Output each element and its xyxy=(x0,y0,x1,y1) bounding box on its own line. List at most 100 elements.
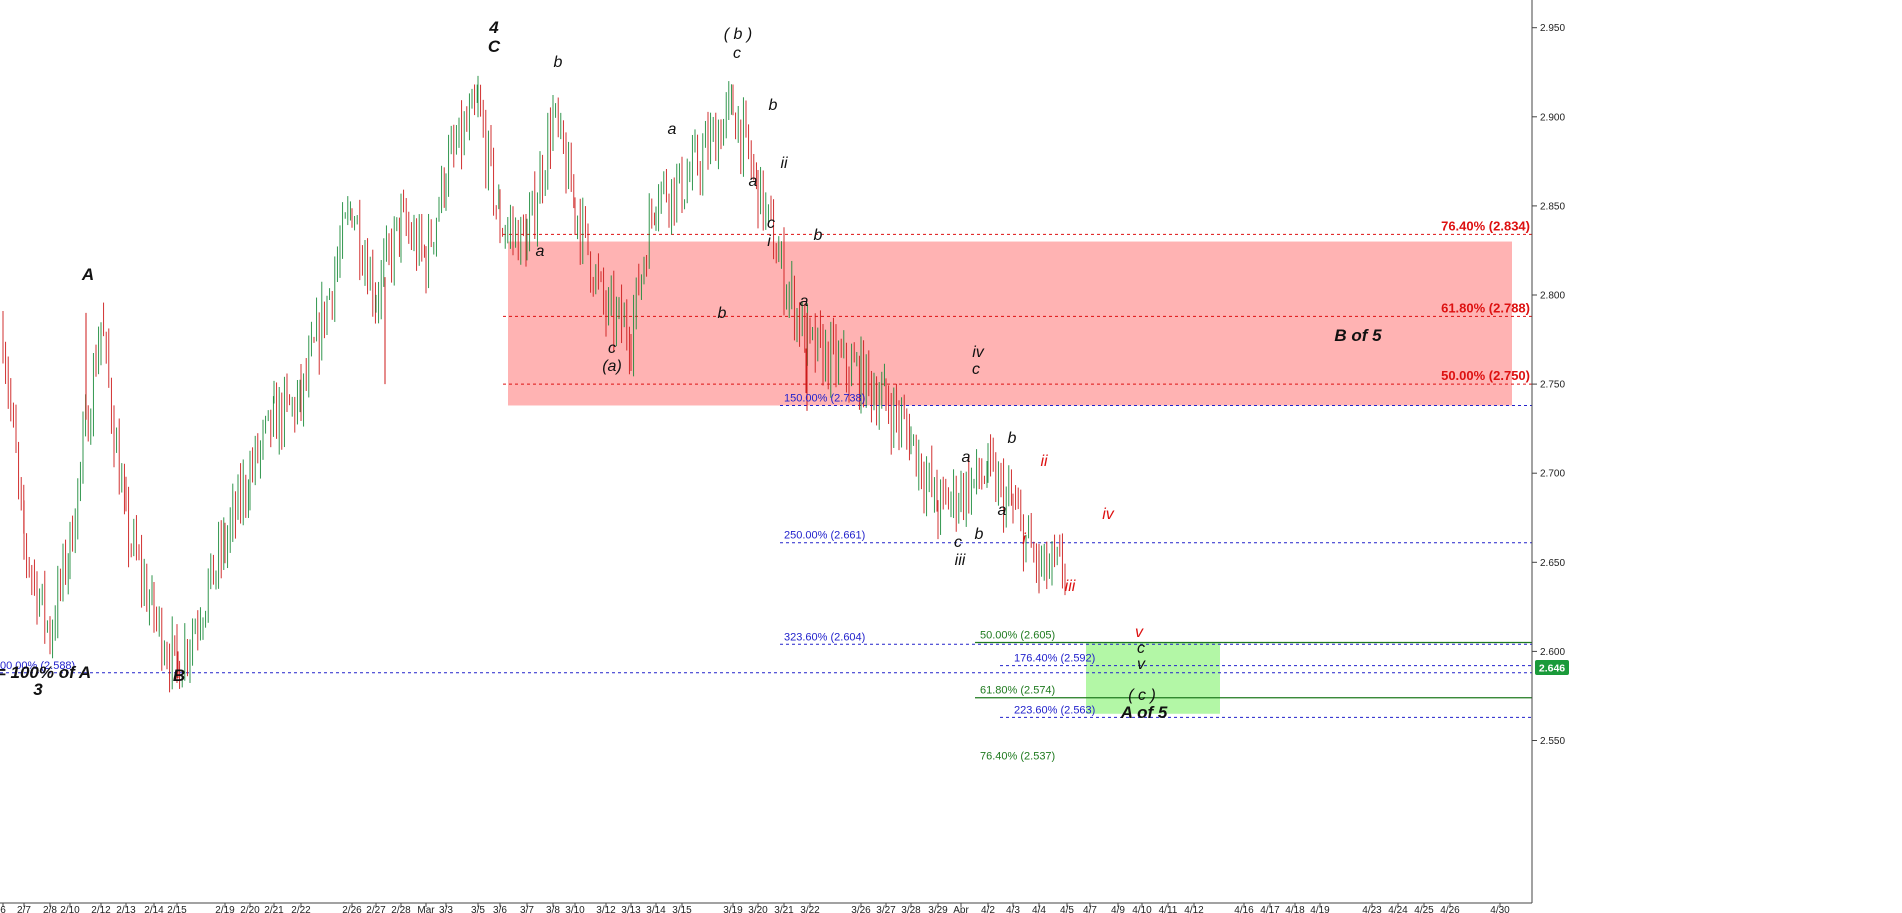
fib-label-2: 50.00% (2.750) xyxy=(1441,368,1530,383)
wave-label-3: B xyxy=(173,666,185,685)
x-tick-label-52: 4/30 xyxy=(1490,905,1510,913)
x-tick-label-34: Apr xyxy=(953,905,969,913)
fib-label-4: 250.00% (2.661) xyxy=(784,530,865,542)
y-tick-label-0: 2.550 xyxy=(1540,736,1565,747)
wave-label-23: b xyxy=(1008,430,1017,447)
x-tick-label-15: Mar xyxy=(417,905,435,913)
x-tick-label-28: 3/21 xyxy=(774,905,794,913)
y-axis: 2.550 2.600 2.650 2.700 2.750 2.800 2.850 2.900… xyxy=(1532,23,1565,747)
zones-layer xyxy=(508,241,1512,714)
x-tick-label-17: 3/5 xyxy=(471,905,485,913)
wave-label-30: i xyxy=(1022,531,1026,548)
x-tick-label-45: 4/17 xyxy=(1260,905,1280,913)
wave-label-1: C = 100% of A xyxy=(0,663,91,682)
fib-label-0: 76.40% (2.834) xyxy=(1441,218,1530,233)
y-tick-label-4: 2.750 xyxy=(1540,380,1565,391)
x-tick-label-20: 3/8 xyxy=(546,905,560,913)
wave-label-12: ( b ) xyxy=(724,26,752,43)
x-tick-label-4: 2/12 xyxy=(91,905,111,913)
wave-label-22: c xyxy=(972,361,980,378)
y-tick-label-2: 2.650 xyxy=(1540,558,1565,569)
fib-label-1: 61.80% (2.788) xyxy=(1441,300,1530,315)
x-tick-label-10: 2/21 xyxy=(264,905,284,913)
x-tick-label-2: 2/8 xyxy=(43,905,57,913)
wave-label-26: c xyxy=(954,534,962,551)
x-tick-label-21: 3/10 xyxy=(565,905,585,913)
wave-label-25: a xyxy=(998,502,1007,519)
x-tick-label-26: 3/19 xyxy=(723,905,743,913)
wave-label-2: 3 xyxy=(33,680,43,699)
x-tick-label-32: 3/28 xyxy=(901,905,921,913)
x-tick-label-14: 2/28 xyxy=(391,905,411,913)
x-tick-label-9: 2/20 xyxy=(240,905,260,913)
x-tick-label-29: 3/22 xyxy=(800,905,820,913)
x-tick-label-41: 4/10 xyxy=(1132,905,1152,913)
x-tick-label-50: 4/25 xyxy=(1414,905,1434,913)
x-tick-label-8: 2/19 xyxy=(215,905,235,913)
last-price-label: 2.646 xyxy=(1539,663,1565,675)
x-tick-label-42: 4/11 xyxy=(1159,905,1178,913)
candles-layer xyxy=(2,75,1066,693)
wave-label-27: iii xyxy=(955,552,966,569)
y-tick-label-6: 2.850 xyxy=(1540,201,1565,212)
y-tick-label-3: 2.700 xyxy=(1540,469,1565,480)
y-tick-label-1: 2.600 xyxy=(1540,647,1565,658)
fib-label-7: 00.00% (2.588) xyxy=(0,660,75,672)
wave-label-5: C xyxy=(488,37,501,56)
wave-label-36: ( c ) xyxy=(1128,687,1156,704)
x-tick-label-22: 3/12 xyxy=(596,905,616,913)
wave-label-19: b xyxy=(814,227,823,244)
wave-label-21: iv xyxy=(972,344,985,361)
fib-label-3: 150.00% (2.738) xyxy=(784,392,865,404)
x-tick-label-11: 2/22 xyxy=(291,905,311,913)
x-tick-label-48: 4/23 xyxy=(1362,905,1382,913)
x-tick-label-44: 4/16 xyxy=(1234,905,1254,913)
zone-1 xyxy=(1086,642,1220,714)
x-tick-label-30: 3/26 xyxy=(851,905,871,913)
x-tick-label-51: 4/26 xyxy=(1440,905,1460,913)
wave-label-17: c xyxy=(767,215,775,232)
x-tick-label-49: 4/24 xyxy=(1388,905,1408,913)
fib-lines-layer xyxy=(0,233,1532,718)
x-tick-label-27: 3/20 xyxy=(748,905,768,913)
x-tick-label-36: 4/3 xyxy=(1006,905,1020,913)
wave-label-10: a xyxy=(668,121,677,138)
x-tick-label-25: 3/15 xyxy=(672,905,692,913)
wave-label-20: a xyxy=(800,293,809,310)
wave-label-8: c xyxy=(608,340,616,357)
x-tick-label-19: 3/7 xyxy=(520,905,534,913)
fib-label-11: 76.40% (2.537) xyxy=(980,751,1055,763)
x-tick-label-5: 2/13 xyxy=(116,905,136,913)
x-tick-label-33: 3/29 xyxy=(928,905,948,913)
wave-label-29: ii xyxy=(1040,453,1048,470)
wave-label-18: i xyxy=(767,233,771,250)
y-tick-label-8: 2.950 xyxy=(1540,23,1565,34)
x-tick-label-16: 3/3 xyxy=(439,905,453,913)
wave-label-24: a xyxy=(962,449,971,466)
x-tick-label-37: 4/4 xyxy=(1032,905,1046,913)
wave-label-38: B of 5 xyxy=(1334,326,1382,345)
x-tick-label-46: 4/18 xyxy=(1285,905,1305,913)
x-tick-label-35: 4/2 xyxy=(981,905,995,913)
fib-label-5: 323.60% (2.604) xyxy=(784,631,865,643)
wave-label-37: A of 5 xyxy=(1120,703,1168,722)
fib-labels-layer: 76.40% (2.834) 61.80% (2.788) 50.00% (2.75… xyxy=(0,218,1530,762)
fib-label-8: 223.60% (2.563) xyxy=(1014,704,1095,716)
y-tick-label-7: 2.900 xyxy=(1540,112,1565,123)
x-tick-label-24: 3/14 xyxy=(646,905,666,913)
wave-label-32: iv xyxy=(1102,506,1115,523)
x-tick-label-12: 2/26 xyxy=(342,905,362,913)
x-tick-label-6: 2/14 xyxy=(144,905,164,913)
wave-label-14: b xyxy=(769,97,778,114)
x-tick-label-38: 4/5 xyxy=(1060,905,1074,913)
x-tick-label-23: 3/13 xyxy=(621,905,641,913)
x-tick-label-43: 4/12 xyxy=(1184,905,1204,913)
wave-label-9: (a) xyxy=(602,358,622,375)
last-price-box xyxy=(1535,660,1569,675)
x-tick-label-39: 4/7 xyxy=(1083,905,1097,913)
wave-label-28: b xyxy=(975,526,984,543)
wave-label-4: 4 xyxy=(488,18,499,37)
wave-label-7: b xyxy=(554,54,563,71)
wave-label-6: a xyxy=(536,243,545,260)
